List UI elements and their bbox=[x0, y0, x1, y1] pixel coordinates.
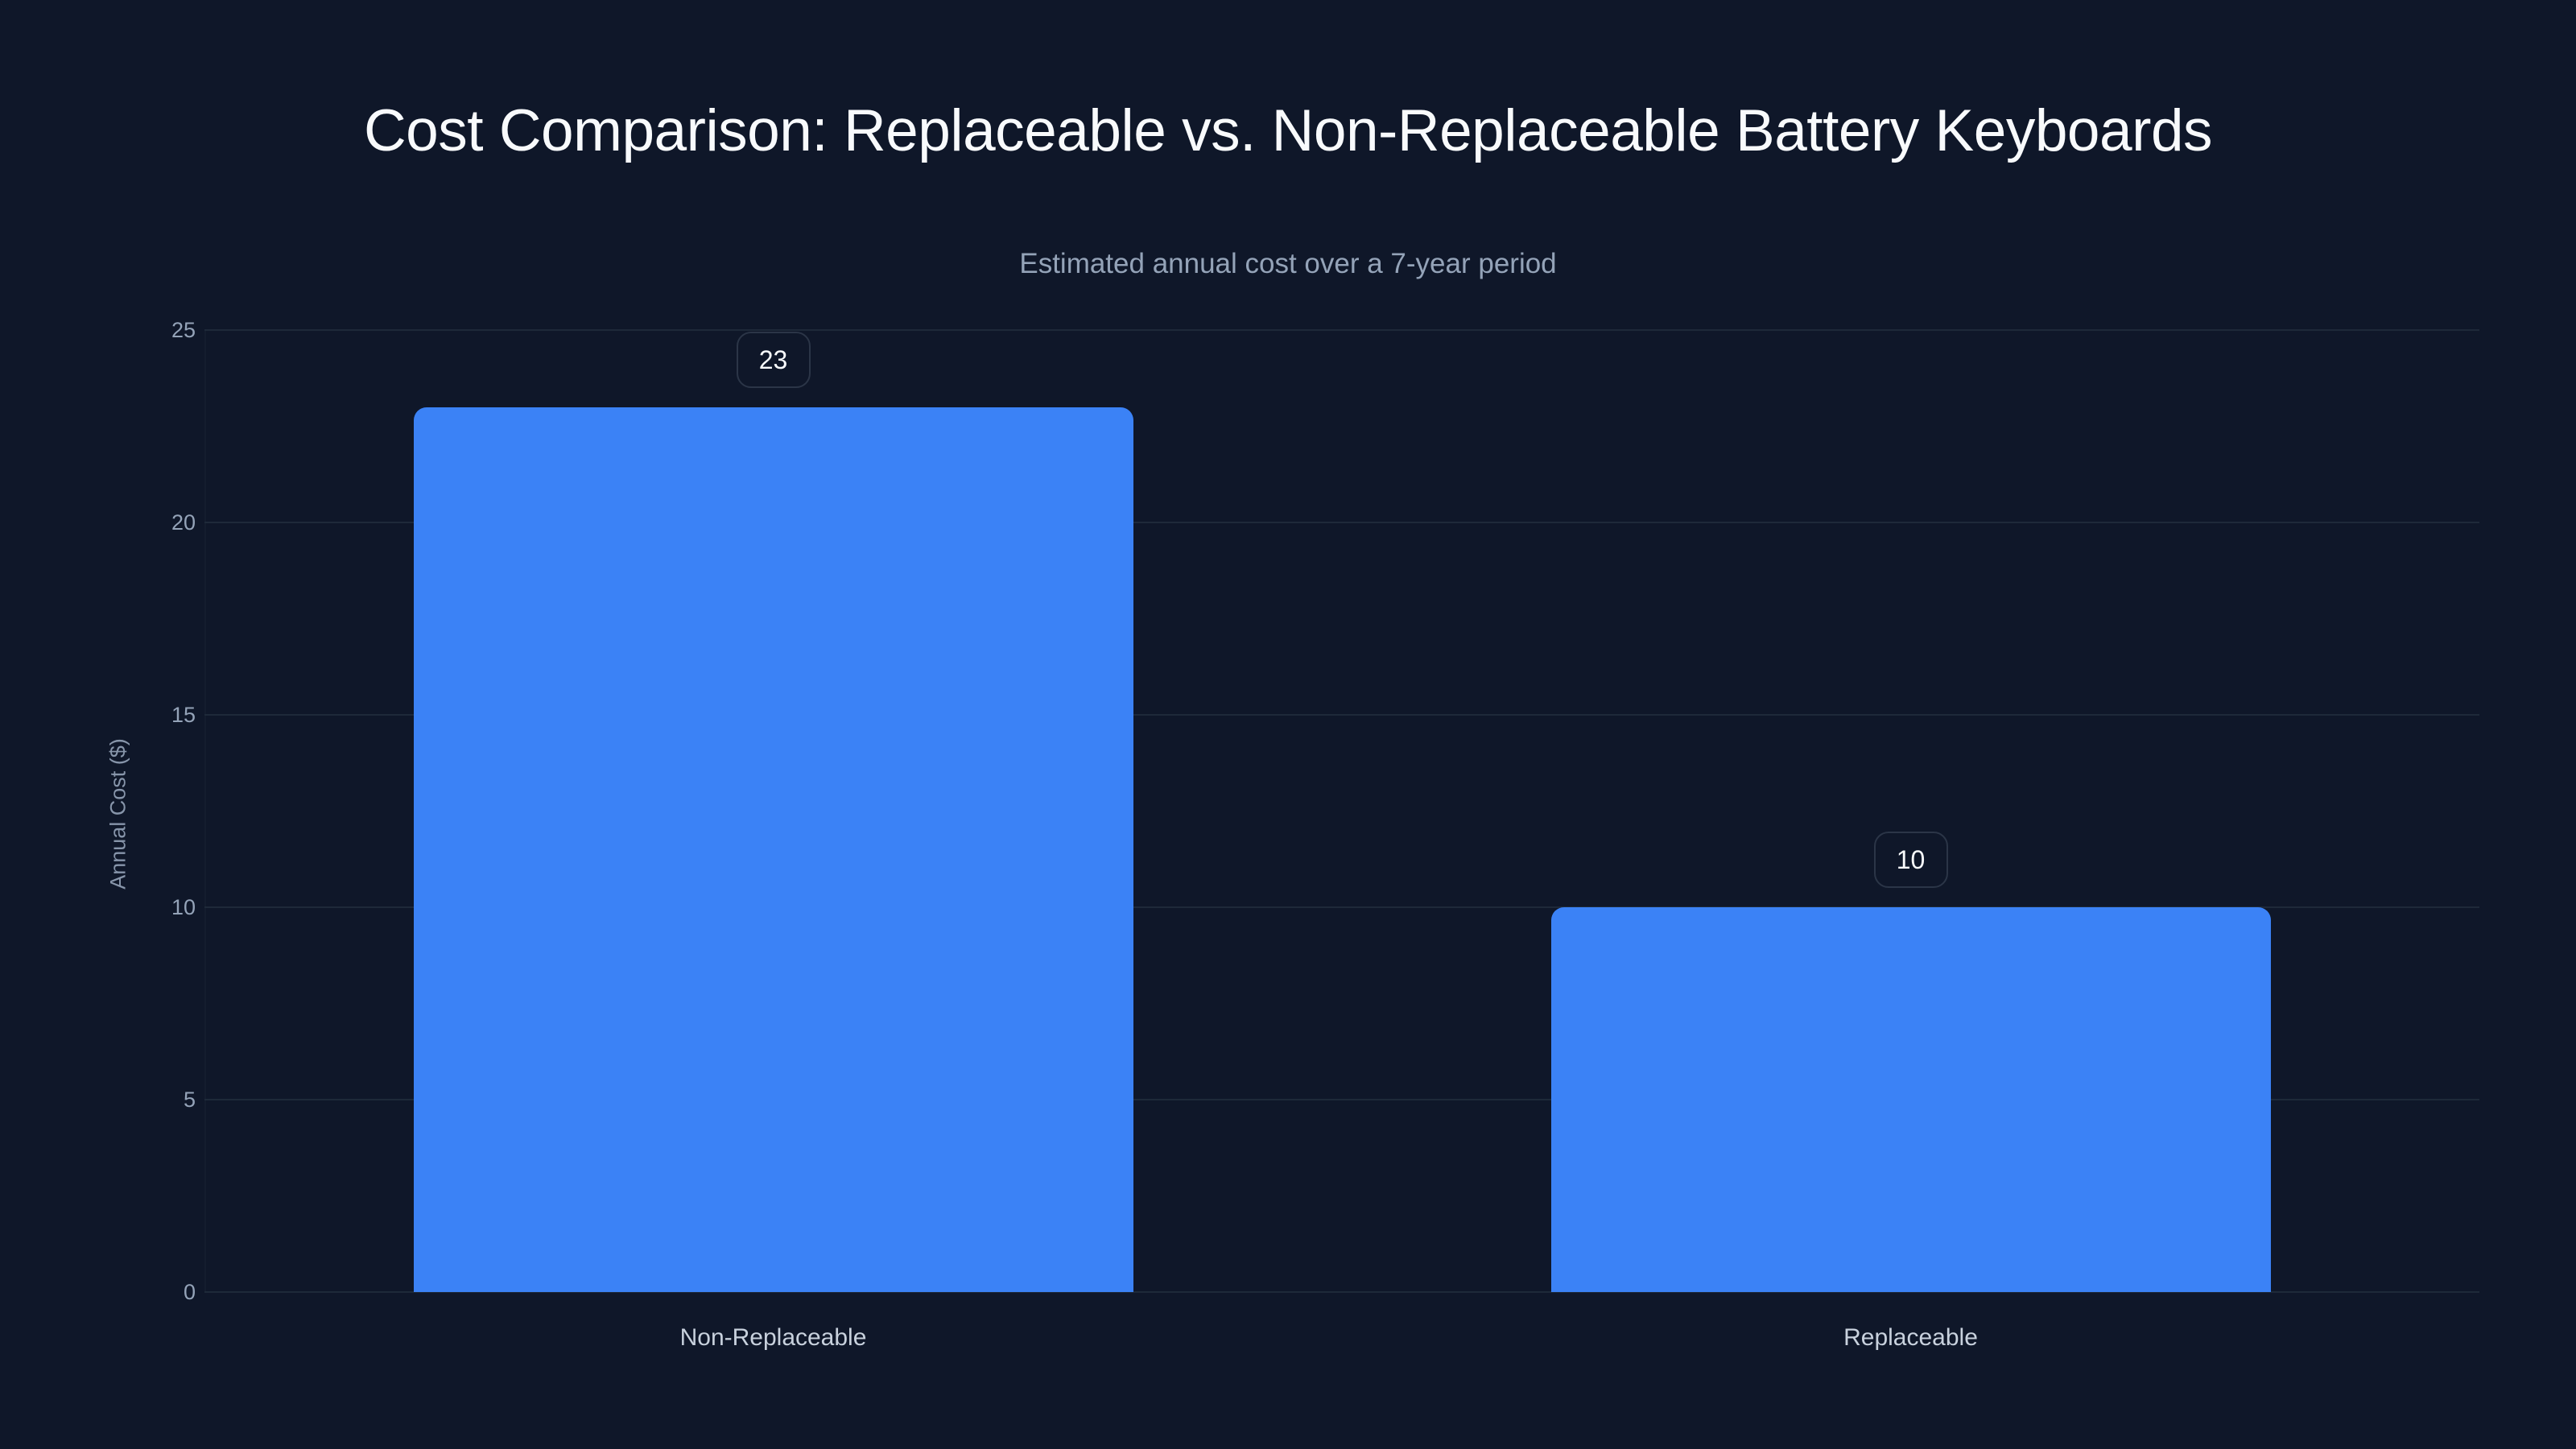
y-tick-label: 0 bbox=[183, 1280, 196, 1304]
plot-area bbox=[204, 329, 2479, 1293]
value-label: 10 bbox=[1873, 832, 1948, 888]
bar[interactable] bbox=[413, 407, 1133, 1292]
y-tick-label: 10 bbox=[171, 895, 196, 919]
gridline bbox=[204, 329, 2479, 331]
gridline bbox=[204, 522, 2479, 523]
x-tick-label: Non-Replaceable bbox=[679, 1324, 867, 1351]
chart-title: Cost Comparison: Replaceable vs. Non-Rep… bbox=[363, 98, 2213, 163]
y-axis-line bbox=[204, 330, 206, 1292]
chart-subtitle: Estimated annual cost over a 7-year peri… bbox=[1019, 248, 1557, 279]
y-tick-label: 15 bbox=[171, 703, 196, 727]
gridline bbox=[204, 1291, 2479, 1293]
y-tick-label: 20 bbox=[171, 510, 196, 535]
x-tick-label: Replaceable bbox=[1843, 1324, 1978, 1351]
y-tick-label: 25 bbox=[171, 318, 196, 342]
y-tick-label: 5 bbox=[183, 1088, 196, 1112]
bar[interactable] bbox=[1550, 907, 2271, 1292]
value-label: 23 bbox=[736, 331, 811, 388]
gridline bbox=[204, 714, 2479, 716]
gridline bbox=[204, 1099, 2479, 1100]
y-axis-label: Annual Cost ($) bbox=[105, 738, 130, 890]
gridline bbox=[204, 906, 2479, 908]
